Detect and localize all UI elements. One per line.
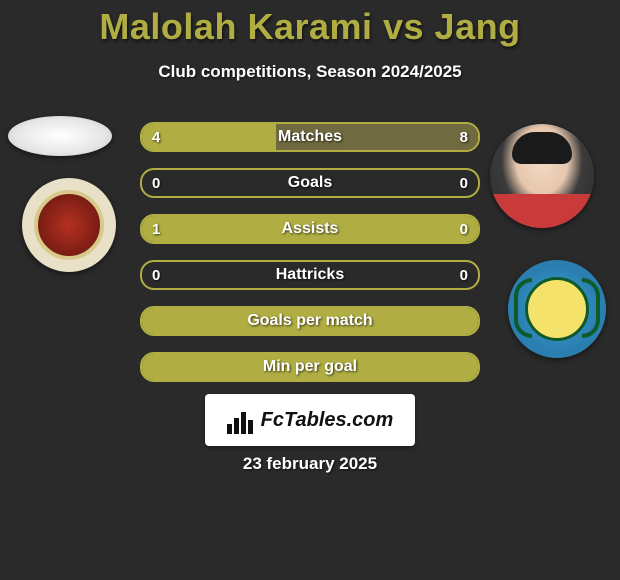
comparison-bars: 48Matches 00Goals 10Assists 00Hattricks Goal… xyxy=(140,122,480,398)
player-right-avatar xyxy=(490,124,594,228)
bar-label: Goals per match xyxy=(142,308,478,334)
bar-label: Matches xyxy=(142,124,478,150)
stat-bar: 48Matches xyxy=(140,122,480,152)
wreath-right-icon xyxy=(582,278,600,338)
bar-label: Goals xyxy=(142,170,478,196)
fctables-logo-icon xyxy=(227,406,255,434)
club-left-badge-inner xyxy=(34,190,104,260)
subtitle: Club competitions, Season 2024/2025 xyxy=(0,62,620,82)
stat-bar: 10Assists xyxy=(140,214,480,244)
club-right-badge xyxy=(508,260,606,358)
fctables-label: FcTables.com xyxy=(261,409,394,432)
stat-bar: Goals per match xyxy=(140,306,480,336)
stat-bar: 00Goals xyxy=(140,168,480,198)
page-title: Malolah Karami vs Jang xyxy=(0,0,620,48)
club-right-badge-inner xyxy=(525,277,589,341)
club-left-badge xyxy=(22,178,116,272)
stat-bar: Min per goal xyxy=(140,352,480,382)
date-label: 23 february 2025 xyxy=(0,454,620,474)
bar-label: Hattricks xyxy=(142,262,478,288)
bar-label: Assists xyxy=(142,216,478,242)
bar-label: Min per goal xyxy=(142,354,478,380)
stat-bar: 00Hattricks xyxy=(140,260,480,290)
fctables-badge: FcTables.com xyxy=(205,394,415,446)
player-left-avatar xyxy=(8,116,112,156)
